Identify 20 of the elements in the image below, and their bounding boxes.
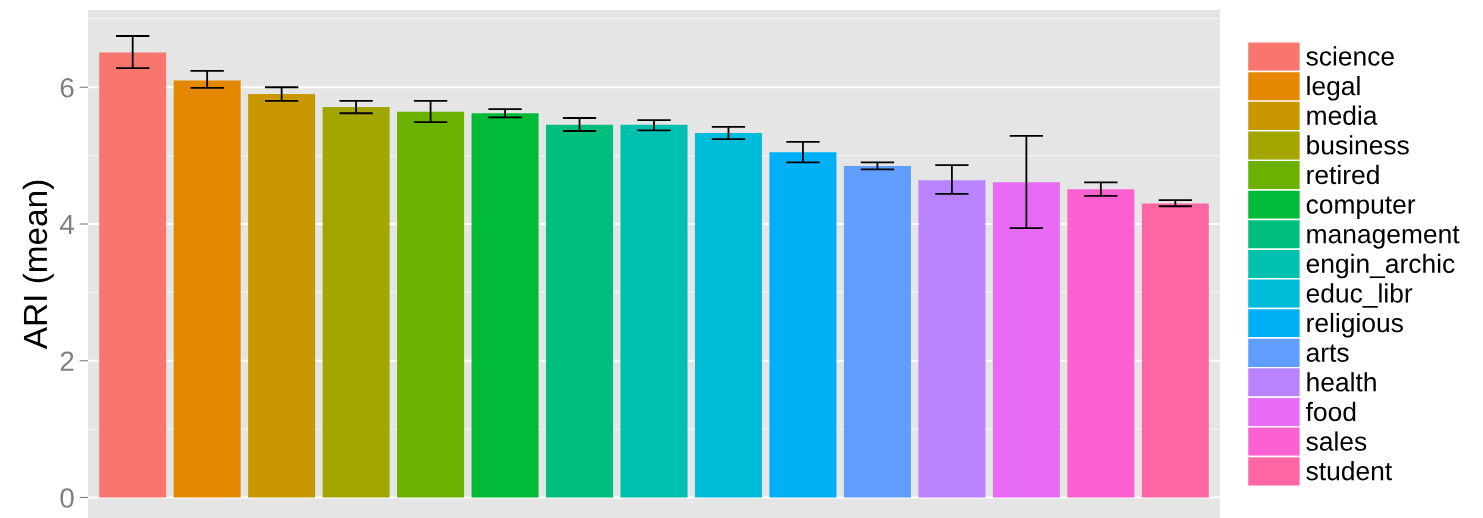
legend-label: media	[1307, 105, 1378, 125]
legend-label: engin_archic	[1306, 253, 1455, 279]
y-tick-label: 0	[60, 488, 74, 508]
legend-label: religious	[1307, 312, 1403, 338]
legend-label: arts	[1306, 344, 1349, 362]
legend-label: management	[1307, 226, 1460, 249]
y-tick-label: 2	[60, 351, 74, 371]
legend-label: student	[1306, 461, 1392, 481]
legend-label: business	[1307, 135, 1409, 155]
legend-label: science	[1306, 46, 1394, 66]
legend-label: sales	[1306, 431, 1367, 451]
legend-label: educ_libr	[1306, 283, 1413, 308]
y-axis-title: ARI (mean)	[22, 180, 54, 350]
legend-label: computer	[1306, 196, 1416, 220]
y-tick-label: 6	[60, 77, 74, 98]
legend-label: food	[1305, 401, 1356, 422]
legend-label: retired	[1307, 164, 1379, 185]
legend-label: legal	[1307, 75, 1360, 101]
legend-label: health	[1307, 372, 1376, 392]
y-tick-label: 4	[60, 214, 74, 235]
